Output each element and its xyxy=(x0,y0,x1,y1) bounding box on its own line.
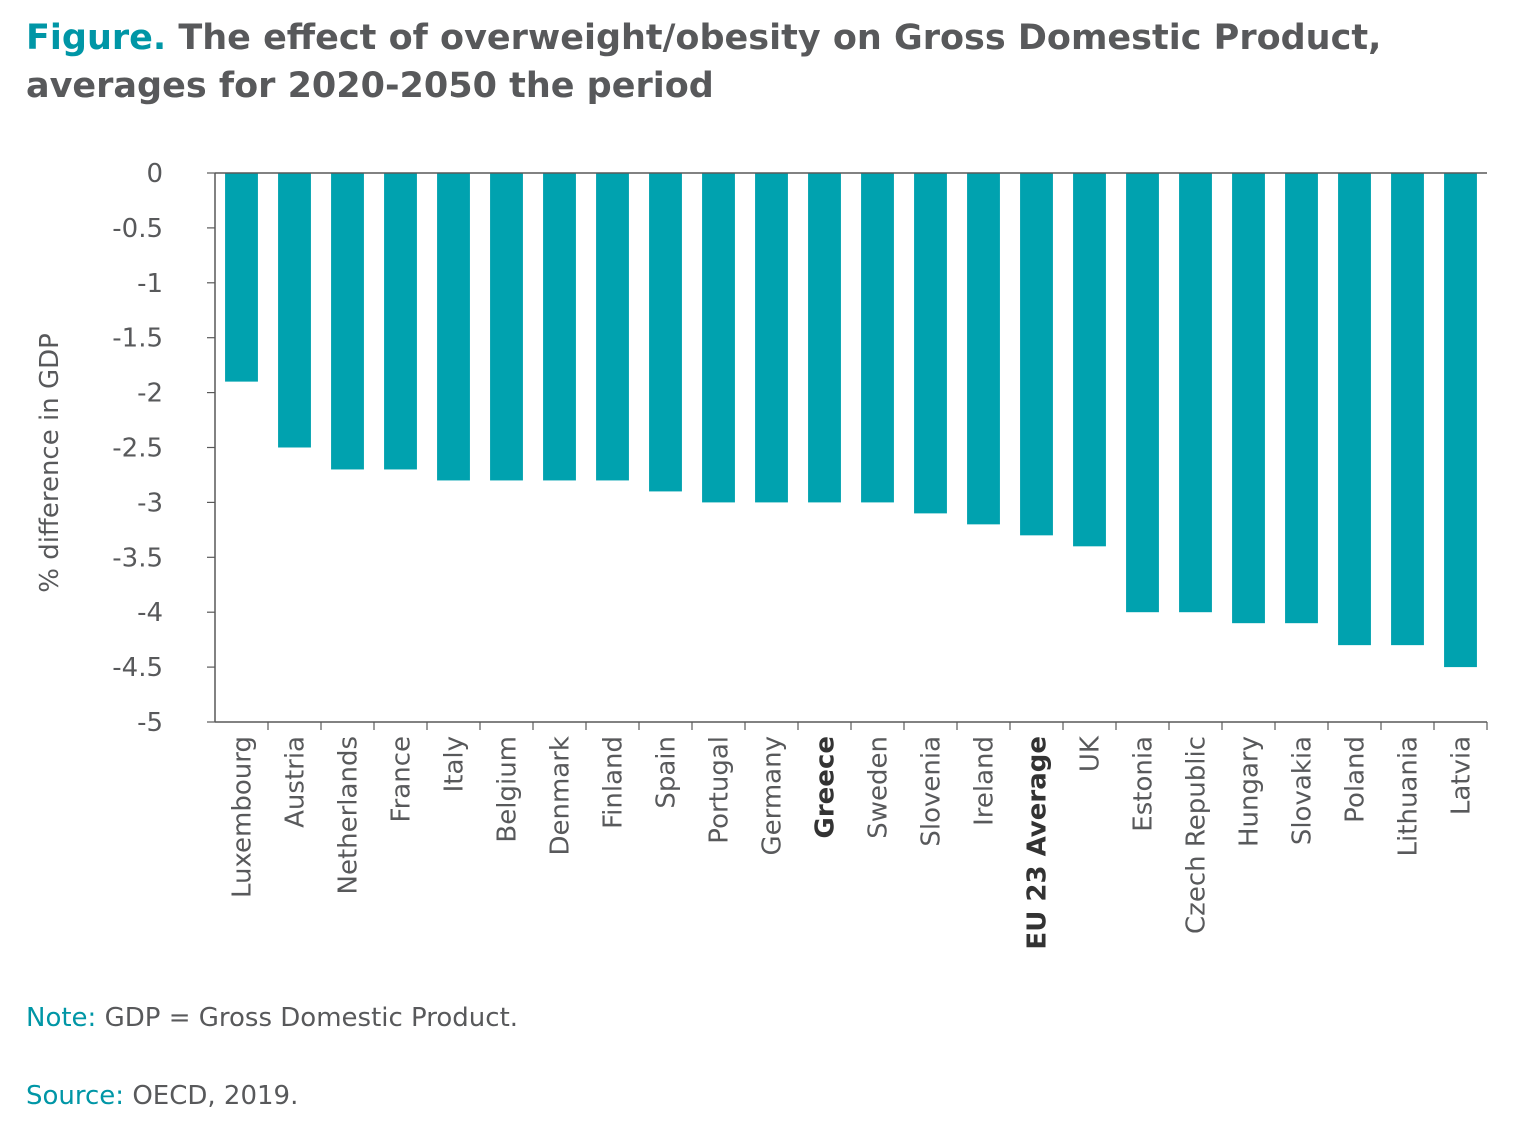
y-tick-label: -4.5 xyxy=(112,653,163,683)
x-tick-label: Austria xyxy=(281,736,311,828)
x-tick-label: Germany xyxy=(758,736,788,856)
figure-title: Figure. The effect of overweight/obesity… xyxy=(26,14,1496,110)
y-tick-label: -2 xyxy=(137,379,163,409)
bar-portugal xyxy=(702,173,735,503)
bar-germany xyxy=(755,173,788,503)
bar-lithuania xyxy=(1391,173,1424,646)
figure-title-text: The effect of overweight/obesity on Gros… xyxy=(26,18,1382,106)
y-tick-label: -3.5 xyxy=(112,543,163,573)
x-tick-label: Latvia xyxy=(1447,736,1477,815)
bar-spain xyxy=(649,173,682,492)
y-tick-label: -1 xyxy=(137,269,163,299)
bar-belgium xyxy=(490,173,523,481)
bar-sweden xyxy=(861,173,894,503)
x-tick-label: Netherlands xyxy=(334,736,364,895)
bar-eu-23-average xyxy=(1020,173,1053,536)
note: Note: GDP = Gross Domestic Product. xyxy=(26,1003,518,1033)
bar-slovakia xyxy=(1285,173,1318,624)
x-tick-label: Portugal xyxy=(705,736,735,844)
y-tick-label: -2.5 xyxy=(112,434,163,464)
bar-austria xyxy=(278,173,311,448)
x-tick-label: UK xyxy=(1076,735,1106,772)
bar-greece xyxy=(808,173,841,503)
bar-latvia xyxy=(1444,173,1477,668)
y-tick-label: -3 xyxy=(137,488,163,518)
x-tick-label: Finland xyxy=(599,736,629,829)
x-tick-label: Hungary xyxy=(1235,736,1265,847)
x-tick-label: EU 23 Average xyxy=(1023,736,1053,950)
bar-netherlands xyxy=(331,173,364,470)
bar-luxembourg xyxy=(225,173,258,382)
bar-italy xyxy=(437,173,470,481)
x-tick-label: Greece xyxy=(811,736,841,838)
x-tick-label: Italy xyxy=(440,736,470,792)
bar-finland xyxy=(596,173,629,481)
y-tick-label: -0.5 xyxy=(112,214,163,244)
bar-poland xyxy=(1338,173,1371,646)
bar-slovenia xyxy=(914,173,947,514)
figure-label: Figure. xyxy=(26,18,167,58)
source-text: OECD, 2019. xyxy=(132,1081,299,1111)
x-tick-label: Slovakia xyxy=(1288,736,1318,845)
bar-hungary xyxy=(1232,173,1265,624)
x-tick-label: Denmark xyxy=(546,736,576,856)
bar-estonia xyxy=(1126,173,1159,613)
x-tick-label: Spain xyxy=(652,736,682,809)
bar-ireland xyxy=(967,173,1000,525)
bar-denmark xyxy=(543,173,576,481)
x-tick-label: France xyxy=(387,736,417,822)
y-axis-label: % difference in GDP xyxy=(35,333,65,593)
x-tick-label: Czech Republic xyxy=(1182,736,1212,934)
x-tick-label: Slovenia xyxy=(917,736,947,847)
x-tick-label: Luxembourg xyxy=(228,736,258,898)
bars xyxy=(225,173,1477,668)
bar-uk xyxy=(1073,173,1106,547)
bar-czech-republic xyxy=(1179,173,1212,613)
x-tick-label: Sweden xyxy=(864,736,894,839)
y-tick-label: -1.5 xyxy=(112,324,163,354)
source-key: Source: xyxy=(26,1081,125,1111)
note-key: Note: xyxy=(26,1003,97,1033)
x-tick-label: Ireland xyxy=(970,736,1000,826)
source: Source: OECD, 2019. xyxy=(26,1081,298,1111)
x-axis-labels: Luxembourg Austria Netherlands France Italy B… xyxy=(228,722,1488,950)
y-tick-label: 0 xyxy=(146,159,163,189)
x-tick-label: Estonia xyxy=(1129,736,1159,832)
y-tick-label: -4 xyxy=(137,598,163,628)
note-text: GDP = Gross Domestic Product. xyxy=(104,1003,519,1033)
x-tick-label: Lithuania xyxy=(1394,736,1424,856)
x-tick-label: Poland xyxy=(1341,736,1371,823)
y-tick-label: -5 xyxy=(137,708,163,738)
y-axis-ticks: 0 -0.5 -1 -1.5 -2 -2.5 -3 -3.5 -4 -4.5 -5 xyxy=(112,159,215,738)
x-tick-label: Belgium xyxy=(493,736,523,843)
bar-france xyxy=(384,173,417,470)
